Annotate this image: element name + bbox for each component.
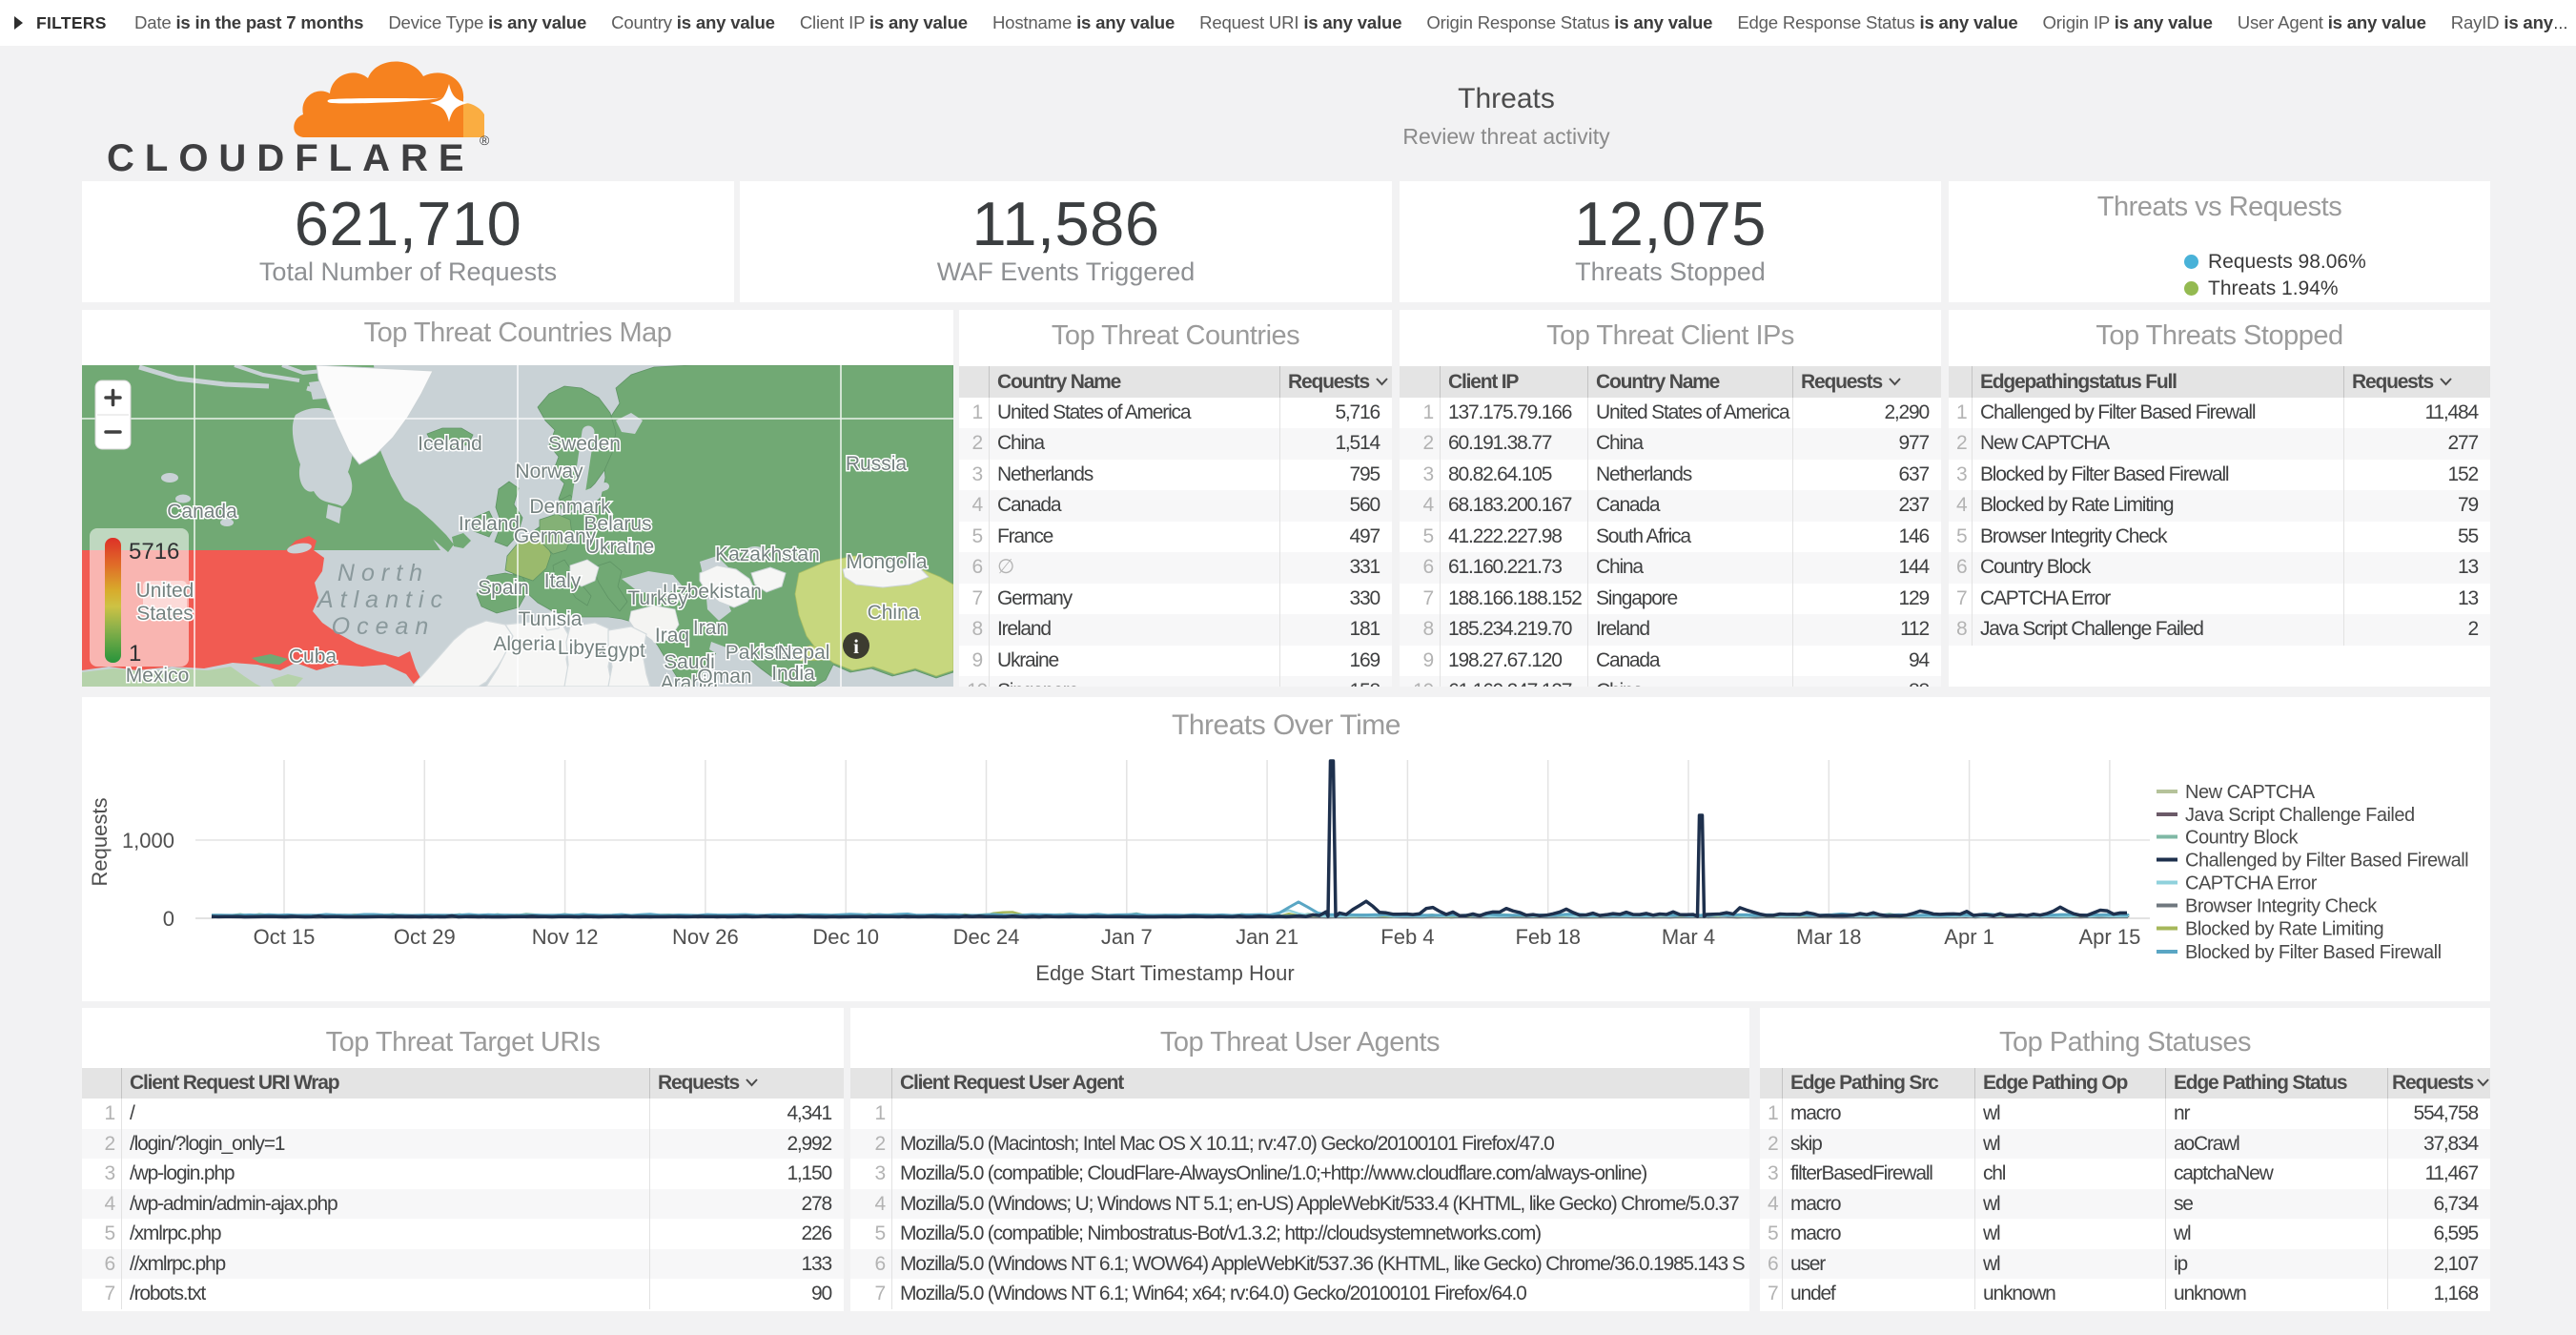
svg-text:North: North: [337, 560, 429, 586]
svg-text:Germany: Germany: [514, 525, 597, 547]
svg-text:Browser Integrity Check: Browser Integrity Check: [2185, 896, 2378, 917]
svg-text:Edge Start Timestamp Hour: Edge Start Timestamp Hour: [1035, 961, 1294, 985]
svg-text:Norway: Norway: [515, 461, 583, 483]
svg-text:States: States: [136, 603, 194, 625]
svg-text:Egypt: Egypt: [594, 640, 645, 662]
svg-text:Oman: Oman: [697, 666, 751, 687]
svg-text:Apr 1: Apr 1: [1944, 925, 1994, 949]
svg-text:Ireland: Ireland: [459, 513, 520, 535]
svg-text:China: China: [868, 602, 920, 624]
svg-text:Mar 18: Mar 18: [1796, 925, 1861, 949]
svg-text:CAPTCHA Error: CAPTCHA Error: [2185, 873, 2318, 894]
svg-text:United: United: [136, 580, 194, 602]
svg-text:Uzbekistan: Uzbekistan: [663, 581, 762, 603]
svg-text:Iraq: Iraq: [655, 625, 689, 647]
svg-text:1,000: 1,000: [122, 829, 174, 852]
svg-text:Dec 24: Dec 24: [953, 925, 1020, 949]
svg-text:Oct 29: Oct 29: [394, 925, 456, 949]
svg-text:Challenged by Filter Based Fir: Challenged by Filter Based Firewall: [2185, 851, 2468, 872]
svg-text:Iceland: Iceland: [418, 433, 482, 455]
svg-text:Saudi: Saudi: [664, 651, 715, 673]
svg-text:Nov 26: Nov 26: [672, 925, 739, 949]
svg-text:Spain: Spain: [478, 577, 529, 599]
svg-text:Feb 4: Feb 4: [1380, 925, 1434, 949]
svg-text:Mongolia: Mongolia: [846, 551, 928, 573]
svg-text:Kazakhstan: Kazakhstan: [715, 544, 820, 565]
svg-text:i: i: [853, 635, 859, 658]
svg-text:Dec 10: Dec 10: [812, 925, 879, 949]
svg-text:Nepal: Nepal: [778, 642, 830, 664]
svg-text:Cuba: Cuba: [289, 646, 337, 668]
svg-text:Turkey: Turkey: [627, 587, 688, 609]
svg-text:Sweden: Sweden: [548, 433, 621, 455]
svg-text:Java Script Challenge Failed: Java Script Challenge Failed: [2185, 805, 2415, 826]
svg-text:1: 1: [129, 641, 141, 667]
svg-text:Nov 12: Nov 12: [532, 925, 599, 949]
svg-text:Feb 18: Feb 18: [1515, 925, 1581, 949]
svg-text:Mar 4: Mar 4: [1662, 925, 1715, 949]
svg-text:India: India: [771, 663, 815, 685]
svg-text:Blocked by Filter Based Firewa: Blocked by Filter Based Firewall: [2185, 942, 2442, 963]
svg-text:Tunisia: Tunisia: [519, 608, 583, 630]
svg-text:Jan 21: Jan 21: [1236, 925, 1298, 949]
svg-text:Iran: Iran: [693, 617, 727, 639]
svg-text:5716: 5716: [129, 539, 179, 565]
svg-text:Oct 15: Oct 15: [254, 925, 316, 949]
svg-text:Country Block: Country Block: [2185, 828, 2299, 849]
svg-text:Libya: Libya: [558, 637, 606, 659]
svg-text:Atlantic: Atlantic: [316, 586, 449, 613]
svg-text:Algeria: Algeria: [493, 633, 556, 655]
svg-text:Italy: Italy: [544, 570, 582, 592]
svg-text:Ukraine: Ukraine: [585, 536, 654, 558]
svg-text:Denmark: Denmark: [529, 496, 611, 518]
svg-text:Russia: Russia: [846, 453, 908, 475]
svg-text:Jan 7: Jan 7: [1101, 925, 1153, 949]
svg-text:Mexico: Mexico: [126, 665, 190, 687]
svg-text:0: 0: [163, 907, 174, 931]
svg-text:Pakistan: Pakistan: [726, 642, 803, 664]
svg-text:Ocean: Ocean: [332, 613, 436, 640]
svg-text:Apr 15: Apr 15: [2078, 925, 2140, 949]
svg-text:New CAPTCHA: New CAPTCHA: [2185, 782, 2316, 803]
svg-text:Canada: Canada: [167, 501, 237, 523]
svg-text:Blocked by Rate Limiting: Blocked by Rate Limiting: [2185, 919, 2383, 940]
svg-text:Requests: Requests: [88, 798, 112, 887]
svg-text:Arabia: Arabia: [661, 672, 719, 687]
svg-text:Belarus: Belarus: [583, 513, 651, 535]
